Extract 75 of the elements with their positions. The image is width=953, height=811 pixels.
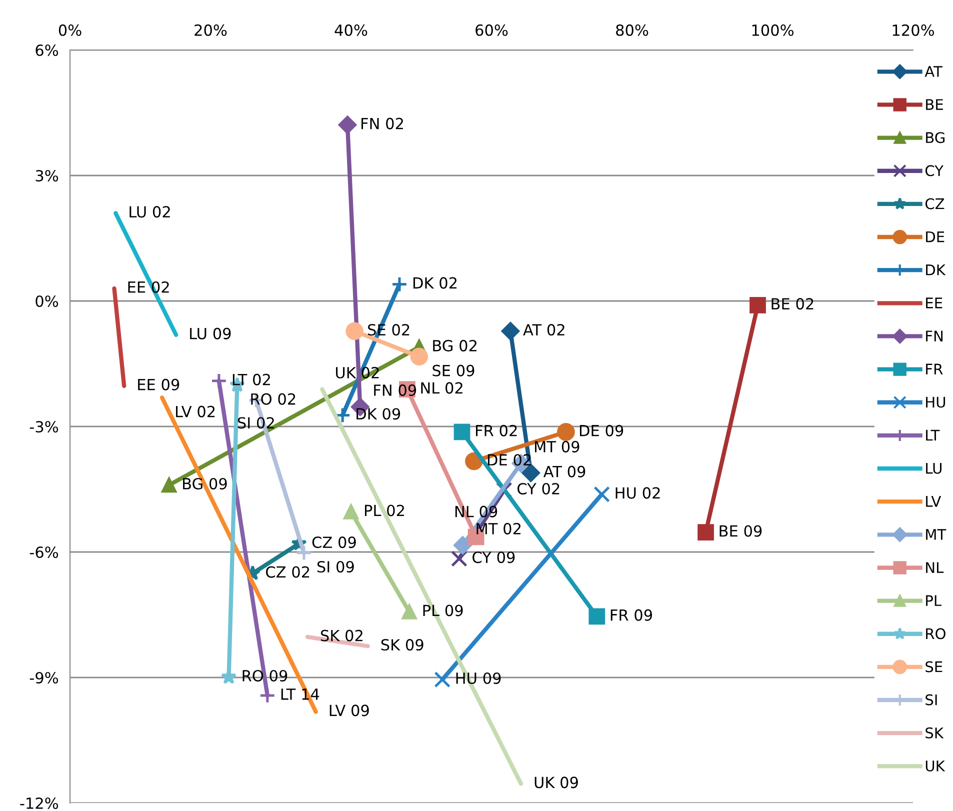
x-tick-label: 120% (892, 24, 934, 36)
annotation: PL 02 (365, 504, 404, 516)
annotation: LU 02 (130, 206, 170, 218)
legend-label: LV (926, 496, 942, 507)
annotation: SI 09 (317, 560, 354, 573)
annotation: DE 02 (488, 454, 531, 466)
legend-label: CY (925, 165, 944, 176)
annotation: EE 09 (138, 378, 180, 390)
legend-label: LU (926, 462, 942, 474)
legend-label: DK (926, 264, 946, 276)
x-tick-label: 40% (334, 24, 368, 36)
legend-label: BG (926, 132, 944, 144)
annotation: FR 02 (476, 424, 517, 436)
annotation: CZ 09 (312, 536, 356, 548)
legend-label: LT (926, 430, 940, 441)
y-tick-label: -12% (20, 797, 58, 810)
legend-label: AT (924, 66, 942, 77)
annotation: LV 09 (330, 704, 369, 716)
annotation: BE 02 (772, 298, 814, 310)
annotation: RO 02 (251, 393, 296, 405)
annotation: LV 02 (176, 406, 215, 418)
annotation: BE 09 (720, 525, 762, 537)
legend-label: MT (926, 529, 946, 540)
annotation: LU 09 (190, 328, 231, 340)
annotation: FN 09 (374, 384, 416, 396)
legend-label: FN (926, 330, 943, 342)
y-tick-label: 3% (36, 170, 58, 182)
annotation: HU 09 (456, 672, 501, 684)
annotation: FN 02 (361, 118, 403, 130)
legend-label: SK (926, 727, 944, 738)
annotation: CY 02 (518, 482, 560, 495)
annotation: CZ 02 (266, 566, 310, 578)
annotation: MT 09 (535, 440, 580, 452)
annotation: RO 09 (242, 670, 288, 682)
x-tick-label: 100% (752, 24, 794, 36)
annotation: PL 09 (423, 604, 463, 616)
legend-label: UK (926, 760, 946, 772)
annotation: SK 02 (320, 630, 362, 642)
y-tick-label: 0% (36, 295, 58, 308)
annotation: DK 09 (356, 408, 400, 420)
legend-label: NL (926, 562, 944, 573)
y-tick-label: -3% (30, 420, 58, 433)
legend-label: DE (926, 231, 944, 242)
y-tick-label: -9% (30, 672, 58, 684)
legend-label: CZ (925, 198, 944, 210)
annotation: UK 09 (534, 776, 578, 788)
y-tick-label: 6% (36, 44, 58, 56)
legend-label: EE (926, 298, 942, 308)
annotation: AT 02 (523, 324, 564, 336)
annotation: NL 02 (421, 382, 462, 394)
y-tick-label: -6% (30, 546, 58, 558)
x-tick-label: 80% (616, 24, 648, 36)
x-tick-label: 0% (58, 24, 82, 36)
annotation: CY 09 (472, 552, 515, 564)
legend-label: SI (926, 694, 937, 706)
annotation: AT 09 (543, 466, 586, 478)
annotation: BG 02 (433, 340, 476, 352)
legend-label: BE (926, 99, 943, 110)
annotation: MT 02 (476, 522, 520, 534)
annotation: SI 02 (238, 417, 274, 429)
legend-label: HU (926, 396, 946, 408)
annotation: HU 02 (616, 487, 660, 499)
annotation: FR 09 (610, 609, 652, 621)
legend-label: SE (926, 661, 942, 672)
annotation: UK 02 (336, 366, 379, 378)
annotation: SK 09 (381, 639, 424, 651)
annotation: SE 09 (432, 364, 474, 376)
legend-label: PL (926, 595, 942, 606)
annotation: DE 09 (580, 424, 624, 436)
legend-label: FR (926, 364, 943, 374)
annotation: DK 02 (413, 277, 457, 289)
annotation: BG 09 (183, 478, 227, 490)
legend-label: RO (926, 628, 946, 640)
x-tick-label: 20% (194, 24, 227, 36)
x-tick-label: 60% (476, 24, 508, 36)
